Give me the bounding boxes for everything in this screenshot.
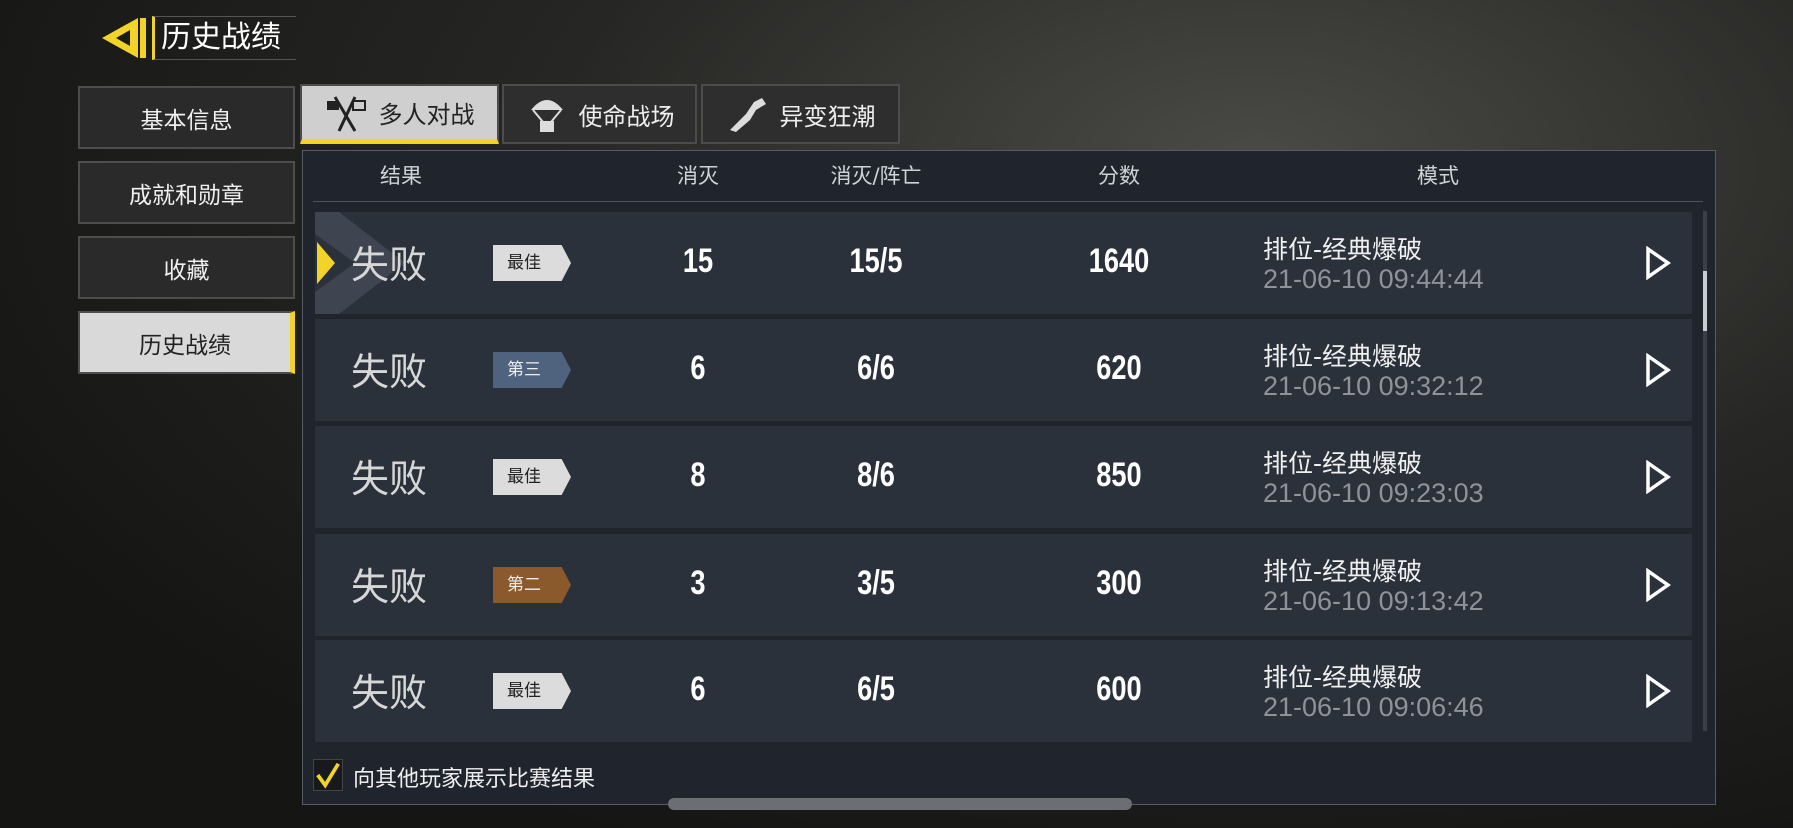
match-history-panel: 结果 消灭 消灭/阵亡 分数 模式 失败 最佳 15 15/5 1640 排位-… [302,150,1716,805]
mode-text: 排位-经典爆破 [1263,342,1423,371]
result-text: 失败 [351,457,428,501]
play-arrow-icon[interactable] [1645,246,1671,280]
kills-value: 6 [690,670,706,708]
show-results-label: 向其他玩家展示比赛结果 [353,767,596,792]
match-time: 21-06-10 09:32:12 [1263,371,1484,401]
table-row[interactable]: 失败 最佳 8 8/6 850 排位-经典爆破 21-06-10 09:23:0… [315,426,1692,528]
match-time: 21-06-10 09:44:44 [1263,264,1484,294]
play-arrow-icon[interactable] [1645,460,1671,494]
parachute-icon [530,100,563,132]
page-title: 历史战绩 [152,16,296,60]
match-time: 21-06-10 09:06:46 [1263,692,1484,722]
column-header-mode: 模式 [1417,164,1459,188]
mode-text: 排位-经典爆破 [1263,663,1423,692]
sidebar-item-match-history[interactable]: 历史战绩 [78,311,295,374]
match-time: 21-06-10 09:23:03 [1263,478,1484,508]
tab-label: 多人对战 [378,101,475,129]
rank-badge: 最佳 [493,245,571,281]
match-time: 21-06-10 09:13:42 [1263,586,1484,616]
result-text: 失败 [351,565,428,609]
scrollbar-thumb[interactable] [1703,271,1707,331]
column-header-result: 结果 [380,164,422,188]
score-value: 300 [1096,564,1142,602]
checkmark-icon [316,762,340,789]
column-header-kills: 消灭 [677,164,719,188]
sidebar-item-basic-info[interactable]: 基本信息 [78,86,295,149]
score-value: 600 [1096,670,1142,708]
tab-label: 使命战场 [578,102,675,131]
mode-text: 排位-经典爆破 [1263,557,1423,586]
kd-value: 8/6 [857,456,895,494]
mode-text: 排位-经典爆破 [1263,449,1423,478]
sidebar-item-achievements[interactable]: 成就和勋章 [78,161,295,224]
back-arrow-icon [102,18,146,58]
crossed-flags-icon [326,95,366,132]
header-divider [313,201,1703,202]
kd-value: 3/5 [857,564,895,602]
column-header-kd: 消灭/阵亡 [830,164,922,188]
tab-battle-royale[interactable]: 使命战场 [502,84,697,144]
selected-row-indicator [315,212,405,314]
rank-badge: 最佳 [493,459,571,495]
play-arrow-icon[interactable] [1645,674,1671,708]
kills-value: 6 [690,349,706,387]
score-value: 1640 [1088,242,1150,280]
score-value: 620 [1096,349,1142,387]
kd-value: 15/5 [849,242,903,280]
back-button[interactable] [100,16,148,60]
result-text: 失败 [351,350,428,394]
vertical-scrollbar[interactable] [1703,211,1707,731]
kd-value: 6/6 [857,349,895,387]
show-results-checkbox[interactable] [313,759,343,791]
tab-multiplayer[interactable]: 多人对战 [300,84,499,144]
score-value: 850 [1096,456,1142,494]
table-row[interactable]: 失败 最佳 6 6/5 600 排位-经典爆破 21-06-10 09:06:4… [315,640,1692,742]
table-row[interactable]: 失败 第三 6 6/6 620 排位-经典爆破 21-06-10 09:32:1… [315,319,1692,421]
kills-value: 3 [690,564,706,602]
table-row[interactable]: 失败 第二 3 3/5 300 排位-经典爆破 21-06-10 09:13:4… [315,534,1692,636]
sidebar-item-collection[interactable]: 收藏 [78,236,295,299]
rank-badge: 第二 [493,567,571,603]
kills-value: 15 [682,242,714,280]
tab-label: 异变狂潮 [779,102,876,131]
mode-text: 排位-经典爆破 [1263,235,1423,264]
result-text: 失败 [351,671,428,715]
kd-value: 6/5 [857,670,895,708]
horizontal-scrollbar[interactable] [668,798,1132,810]
kills-value: 8 [690,456,706,494]
table-row[interactable]: 失败 最佳 15 15/5 1640 排位-经典爆破 21-06-10 09:4… [315,212,1692,314]
column-header-score: 分数 [1098,164,1140,188]
play-arrow-icon[interactable] [1645,568,1671,602]
mutant-arm-icon [729,98,766,132]
tab-undead-siege[interactable]: 异变狂潮 [701,84,900,144]
rank-badge: 最佳 [493,673,571,709]
rank-badge: 第三 [493,352,571,388]
play-arrow-icon[interactable] [1645,353,1671,387]
result-text: 失败 [351,243,428,287]
